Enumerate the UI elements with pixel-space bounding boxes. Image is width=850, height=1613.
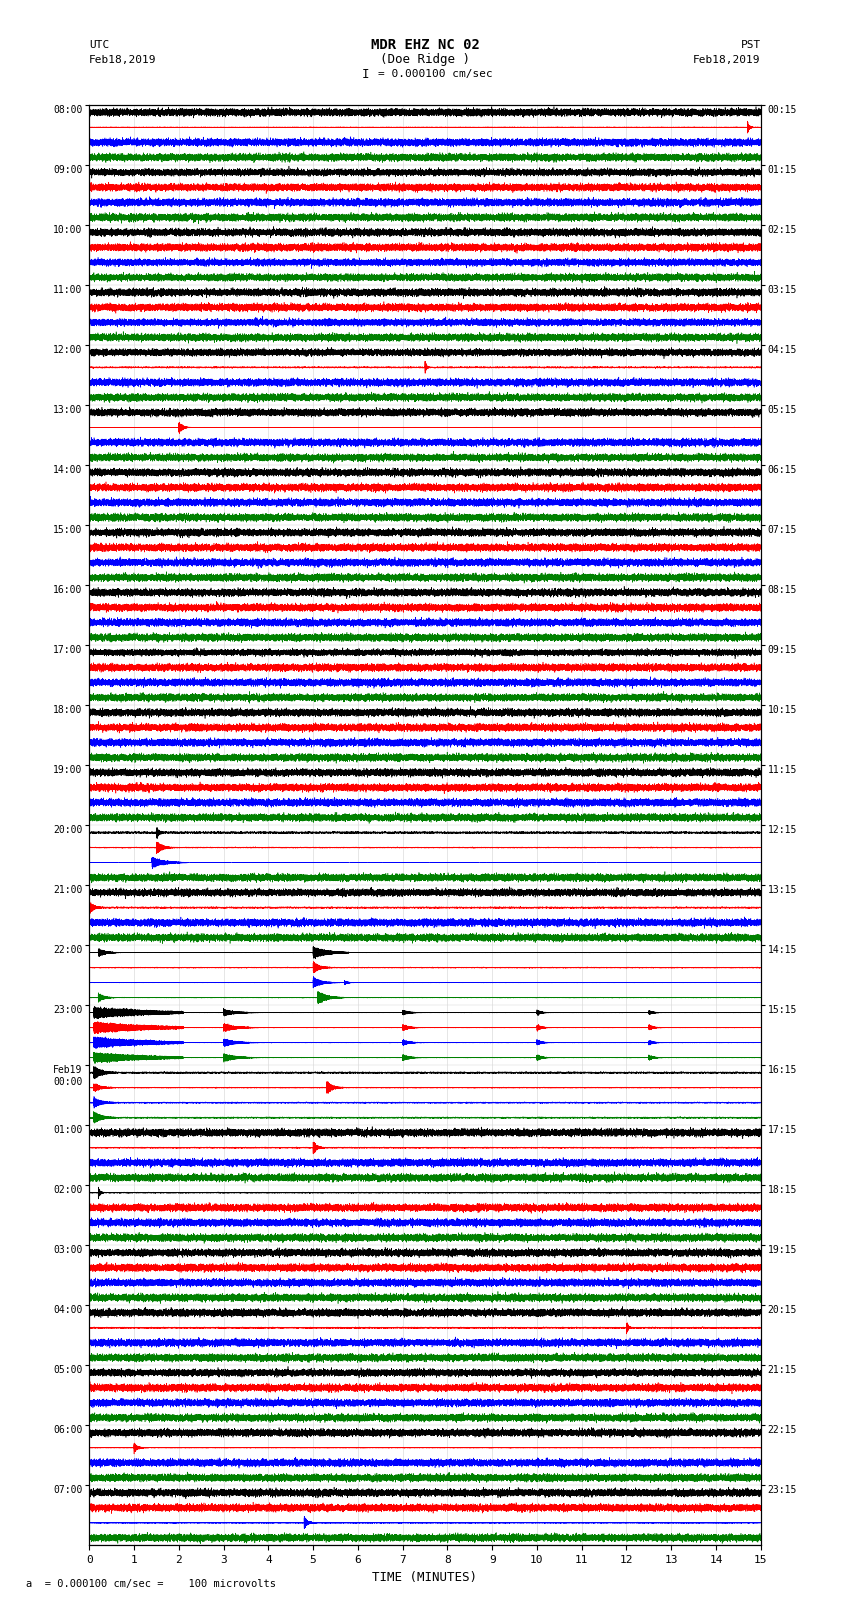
- Text: I: I: [362, 68, 369, 81]
- Text: Feb18,2019: Feb18,2019: [89, 55, 156, 65]
- Text: PST: PST: [740, 40, 761, 50]
- Text: MDR EHZ NC 02: MDR EHZ NC 02: [371, 39, 479, 52]
- Text: = 0.000100 cm/sec: = 0.000100 cm/sec: [378, 69, 493, 79]
- Text: Feb18,2019: Feb18,2019: [694, 55, 761, 65]
- Text: UTC: UTC: [89, 40, 110, 50]
- X-axis label: TIME (MINUTES): TIME (MINUTES): [372, 1571, 478, 1584]
- Text: (Doe Ridge ): (Doe Ridge ): [380, 53, 470, 66]
- Text: a  = 0.000100 cm/sec =    100 microvolts: a = 0.000100 cm/sec = 100 microvolts: [26, 1579, 275, 1589]
